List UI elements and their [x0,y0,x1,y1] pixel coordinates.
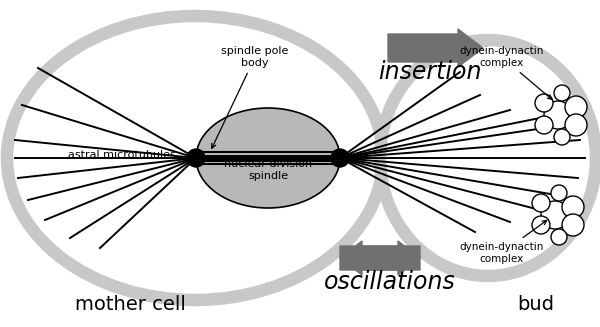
FancyArrow shape [388,29,483,67]
Ellipse shape [7,16,383,300]
Circle shape [551,229,567,245]
Text: spindle pole
body: spindle pole body [212,46,289,148]
Circle shape [565,96,587,118]
Ellipse shape [196,108,340,208]
Circle shape [562,214,584,236]
Circle shape [554,129,570,145]
Text: nuclear division
spindle: nuclear division spindle [224,159,312,181]
FancyArrow shape [340,241,420,275]
Circle shape [187,149,205,167]
Text: dynein-dynactin
complex: dynein-dynactin complex [460,220,547,264]
Text: mother cell: mother cell [74,295,185,314]
Text: astral microtubules: astral microtubules [68,150,176,160]
Circle shape [541,201,569,229]
Text: bud: bud [517,295,554,314]
Circle shape [532,216,550,234]
Text: insertion: insertion [378,60,482,84]
Circle shape [535,94,553,112]
Text: oscillations: oscillations [324,270,456,294]
Circle shape [554,85,570,101]
Circle shape [562,196,584,218]
Ellipse shape [380,40,596,276]
Circle shape [331,149,349,167]
Circle shape [565,114,587,136]
Circle shape [544,101,572,129]
FancyArrow shape [340,241,420,275]
Text: dynein-dynactin
complex: dynein-dynactin complex [460,46,552,99]
Circle shape [535,116,553,134]
Circle shape [551,185,567,201]
Circle shape [532,194,550,212]
